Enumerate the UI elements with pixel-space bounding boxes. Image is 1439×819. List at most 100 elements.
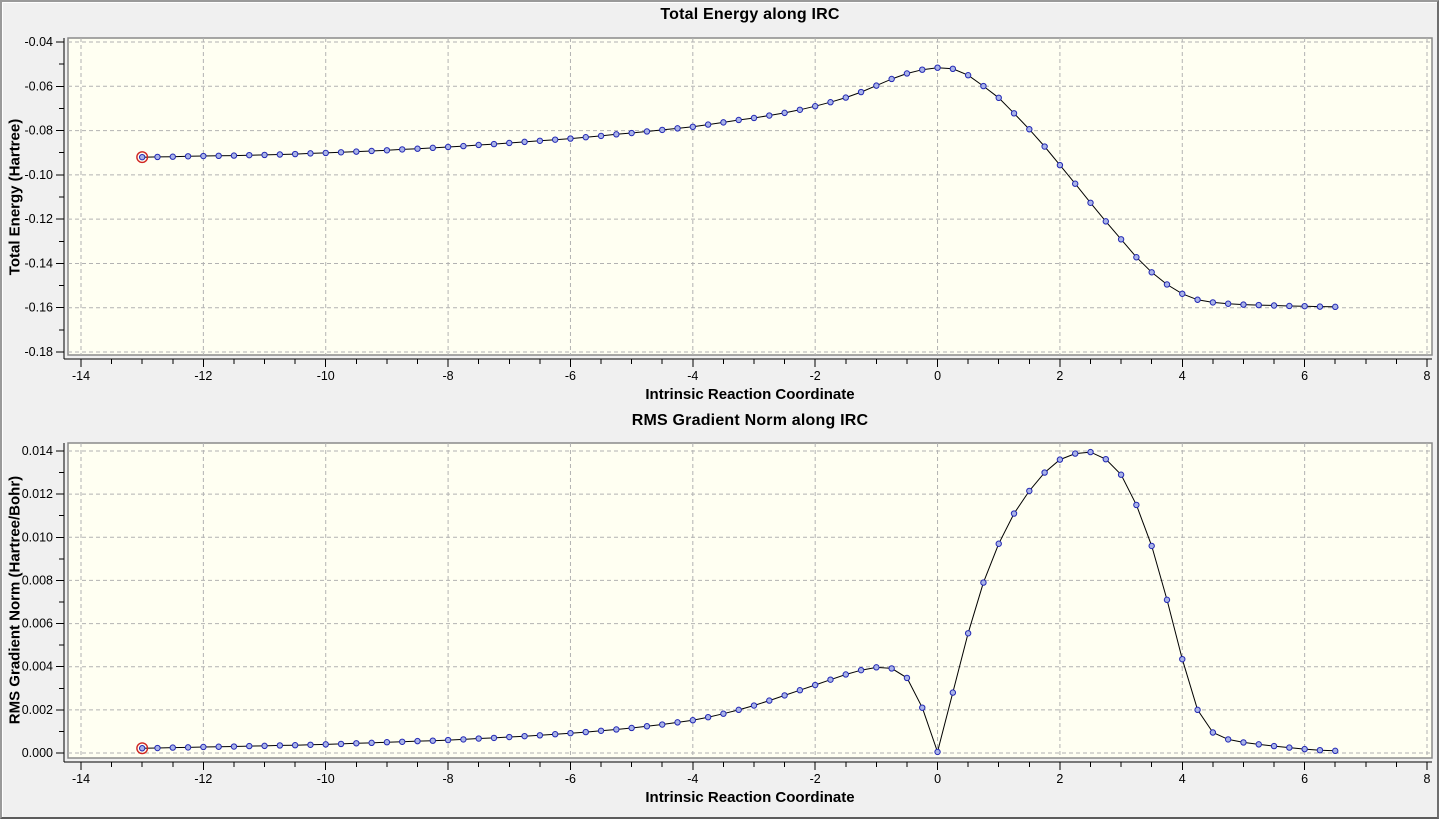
data-point[interactable]: [842, 94, 849, 101]
data-point[interactable]: [551, 731, 559, 738]
data-point[interactable]: [536, 137, 544, 144]
data-point[interactable]: [353, 740, 360, 747]
data-point[interactable]: [597, 727, 605, 734]
data-point[interactable]: [1316, 303, 1324, 310]
data-point[interactable]: [1117, 471, 1125, 478]
data-point[interactable]: [383, 739, 391, 746]
data-point[interactable]: [475, 735, 482, 742]
data-point[interactable]: [980, 82, 987, 90]
data-point[interactable]: [980, 579, 987, 586]
data-point[interactable]: [1010, 510, 1018, 517]
data-point[interactable]: [460, 142, 467, 150]
data-point[interactable]: [291, 742, 299, 749]
data-point[interactable]: [460, 736, 467, 743]
data-point[interactable]: [1072, 180, 1079, 187]
data-point[interactable]: [597, 132, 605, 140]
data-point[interactable]: [628, 724, 635, 732]
data-point[interactable]: [949, 65, 957, 73]
data-point[interactable]: [414, 145, 421, 152]
data-point[interactable]: [827, 676, 834, 683]
data-point[interactable]: [628, 129, 635, 137]
data-point[interactable]: [1163, 596, 1171, 604]
data-point[interactable]: [184, 744, 192, 751]
data-point[interactable]: [903, 674, 911, 682]
data-point[interactable]: [261, 151, 268, 159]
data-point[interactable]: [1133, 501, 1140, 509]
data-point[interactable]: [1056, 161, 1064, 169]
data-point[interactable]: [1270, 742, 1278, 750]
data-point[interactable]: [1224, 300, 1232, 307]
data-point[interactable]: [200, 743, 207, 751]
data-point[interactable]: [1102, 218, 1109, 225]
data-point[interactable]: [138, 745, 146, 752]
data-point[interactable]: [750, 702, 758, 709]
data-point[interactable]: [766, 697, 773, 704]
data-point[interactable]: [1240, 301, 1247, 308]
data-point[interactable]: [444, 736, 452, 744]
data-point[interactable]: [475, 141, 482, 149]
data-point[interactable]: [720, 710, 727, 717]
data-point[interactable]: [261, 742, 268, 750]
data-point[interactable]: [215, 743, 222, 750]
data-point[interactable]: [1072, 450, 1079, 457]
data-point[interactable]: [766, 112, 773, 119]
data-point[interactable]: [674, 719, 681, 726]
data-point[interactable]: [337, 740, 345, 748]
data-point[interactable]: [1286, 744, 1293, 751]
data-point[interactable]: [873, 82, 880, 89]
data-point[interactable]: [399, 738, 406, 745]
data-point[interactable]: [506, 139, 513, 147]
data-point[interactable]: [184, 153, 192, 160]
data-point[interactable]: [582, 728, 589, 736]
data-point[interactable]: [1224, 736, 1232, 743]
data-point[interactable]: [735, 116, 742, 124]
data-point[interactable]: [567, 729, 574, 737]
data-point[interactable]: [215, 152, 222, 160]
data-point[interactable]: [919, 66, 926, 73]
data-point[interactable]: [1194, 296, 1201, 303]
data-point[interactable]: [674, 125, 681, 132]
data-point[interactable]: [613, 726, 620, 733]
data-point[interactable]: [659, 721, 666, 728]
data-point[interactable]: [1286, 302, 1293, 310]
data-point[interactable]: [1270, 302, 1278, 309]
data-point[interactable]: [1041, 469, 1048, 476]
data-point[interactable]: [276, 742, 284, 749]
data-point[interactable]: [506, 733, 513, 741]
data-point[interactable]: [689, 123, 697, 131]
data-point[interactable]: [1056, 456, 1064, 463]
data-point[interactable]: [521, 138, 528, 146]
data-point[interactable]: [857, 88, 865, 96]
data-point[interactable]: [964, 72, 972, 79]
data-point[interactable]: [169, 744, 176, 751]
data-point[interactable]: [796, 687, 804, 694]
data-point[interactable]: [414, 737, 421, 745]
data-point[interactable]: [735, 706, 742, 714]
data-point[interactable]: [230, 152, 238, 159]
data-point[interactable]: [1026, 126, 1033, 133]
data-point[interactable]: [138, 153, 146, 161]
data-point[interactable]: [811, 681, 819, 689]
data-point[interactable]: [613, 131, 620, 138]
data-point[interactable]: [781, 109, 788, 117]
data-point[interactable]: [1301, 302, 1308, 310]
data-point[interactable]: [643, 723, 651, 730]
data-point[interactable]: [291, 150, 299, 158]
data-point[interactable]: [337, 149, 345, 156]
data-point[interactable]: [1102, 455, 1109, 463]
data-point[interactable]: [1087, 448, 1094, 456]
data-point[interactable]: [704, 713, 712, 721]
data-point[interactable]: [1026, 487, 1033, 495]
data-point[interactable]: [857, 666, 865, 674]
data-point[interactable]: [1148, 269, 1155, 276]
data-point[interactable]: [659, 126, 666, 134]
data-point[interactable]: [353, 148, 360, 155]
data-point[interactable]: [567, 135, 574, 142]
data-point[interactable]: [704, 121, 712, 128]
data-point[interactable]: [689, 717, 697, 724]
data-point[interactable]: [1179, 290, 1186, 297]
data-point[interactable]: [1041, 143, 1048, 150]
data-point[interactable]: [536, 732, 544, 739]
data-point[interactable]: [1163, 281, 1171, 288]
data-point[interactable]: [429, 144, 436, 152]
